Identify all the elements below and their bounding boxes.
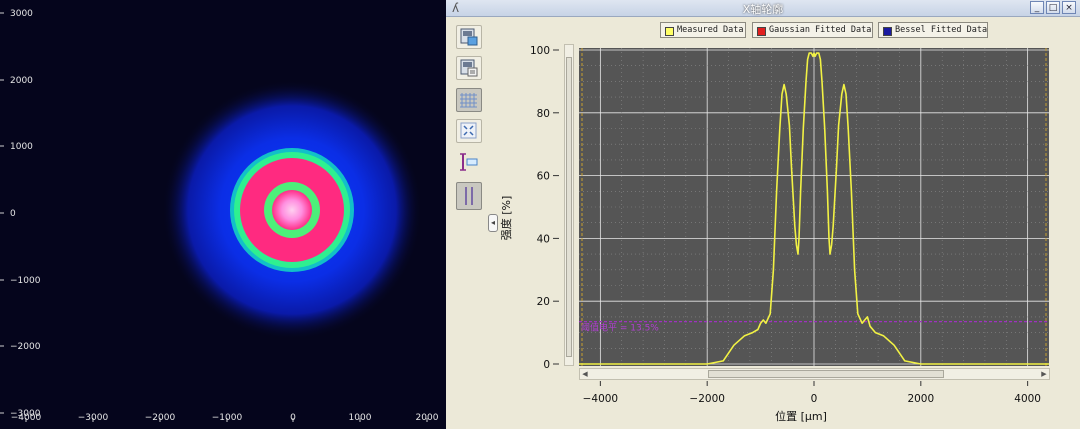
threshold-line-group: 阈值电平 = 13.5% <box>579 321 1049 334</box>
collapse-panel-button[interactable]: ◂ <box>488 214 498 232</box>
vertical-scroll-thumb[interactable] <box>566 57 572 357</box>
beam-x-tick-label: −1000 <box>212 413 243 423</box>
beam-y-tick-label: 1000 <box>10 142 33 152</box>
legend-label: Gaussian Fitted Data <box>769 25 872 35</box>
y-axis-label: 强度 [%] <box>499 196 513 241</box>
dual-cursor-button[interactable] <box>456 182 482 210</box>
beam-x-tick-label: −4000 <box>11 413 42 423</box>
cursor-marker-button[interactable] <box>456 150 482 174</box>
horizontal-scrollbar[interactable]: ◀ ▶ <box>579 368 1050 380</box>
chart-grid <box>579 48 1049 366</box>
x-tick-label: −4000 <box>583 393 619 405</box>
beam-x-tick-label: −2000 <box>145 413 176 423</box>
x-tick-label: 4000 <box>1014 393 1041 405</box>
x-tick-label: 0 <box>811 393 818 405</box>
maximize-button[interactable]: □ <box>1046 1 1060 14</box>
window-title: X轴轮廓 <box>742 3 784 16</box>
vertical-scrollbar[interactable] <box>564 44 574 366</box>
export-data-icon <box>460 59 478 77</box>
x-tick-label: −2000 <box>689 393 725 405</box>
minimize-button[interactable]: _ <box>1030 1 1044 14</box>
fit-view-button[interactable] <box>456 119 482 143</box>
threshold-label: 阈值电平 = 13.5% <box>581 322 659 334</box>
dual-cursor-icon <box>465 187 473 205</box>
legend-measured-data[interactable]: Measured Data <box>660 22 746 38</box>
y-tick-label: 80 <box>537 108 550 120</box>
grid-toggle-button[interactable] <box>456 88 482 112</box>
fit-view-icon <box>460 122 477 139</box>
chart-ticks: −4000 −2000 0 2000 4000 0 20 40 60 80 100 <box>530 45 1041 405</box>
y-tick-label: 0 <box>543 359 550 371</box>
y-tick-label: 60 <box>537 171 550 183</box>
horizontal-scroll-thumb[interactable] <box>708 370 944 378</box>
legend-swatch <box>757 27 766 36</box>
x-axis-label: 位置 [μm] <box>775 409 827 423</box>
legend-label: Bessel Fitted Data <box>895 25 988 35</box>
close-button[interactable]: × <box>1062 1 1076 14</box>
beam-x-tick-label: 1000 <box>349 413 372 423</box>
legend-gaussian-fitted-data[interactable]: Gaussian Fitted Data <box>752 22 873 38</box>
beam-x-tick-label: 0 <box>290 413 296 423</box>
chart-series <box>579 52 1049 365</box>
legend-bessel-fitted-data[interactable]: Bessel Fitted Data <box>878 22 988 38</box>
legend-swatch <box>883 27 892 36</box>
y-tick-label: 100 <box>530 45 550 57</box>
grid-icon <box>460 93 477 108</box>
beam-y-tick-label: −2000 <box>10 342 41 352</box>
app-icon: ʎ <box>452 1 460 15</box>
legend-swatch <box>665 27 674 36</box>
window-titlebar[interactable]: ʎ X轴轮廓 _ □ × <box>446 0 1080 17</box>
y-tick-label: 20 <box>537 296 550 308</box>
scroll-left-arrow[interactable]: ◀ <box>582 370 588 378</box>
scroll-right-arrow[interactable]: ▶ <box>1041 370 1047 378</box>
beam-image: −4000 −3000 −2000 −1000 0 1000 200030002000100… <box>0 9 439 423</box>
legend-label: Measured Data <box>677 25 744 35</box>
beam-x-tick-label: 2000 <box>416 413 439 423</box>
measured-data-line <box>579 52 1049 365</box>
beam-y-tick-label: −3000 <box>10 409 41 419</box>
save-image-button[interactable] <box>456 25 482 49</box>
beam-x-tick-label: −3000 <box>78 413 109 423</box>
beam-core <box>272 190 312 230</box>
beam-y-tick-label: −1000 <box>10 276 41 286</box>
cursor-marker-icon <box>460 153 478 171</box>
x-profile-window: ʎ X轴轮廓 _ □ × <box>446 0 1080 429</box>
beam-y-tick-label: 0 <box>10 209 16 219</box>
x-tick-label: 2000 <box>907 393 934 405</box>
x-profile-chart: −4000 −2000 0 2000 4000 0 20 40 60 80 100 阈值电平 = 1… <box>499 45 1049 423</box>
y-tick-label: 40 <box>537 233 550 245</box>
plot-area <box>579 48 1049 366</box>
export-data-button[interactable] <box>456 56 482 80</box>
beam-y-tick-label: 2000 <box>10 76 33 86</box>
beam-y-tick-label: 3000 <box>10 9 33 19</box>
beam-axes: −4000 −3000 −2000 −1000 0 1000 200030002000100… <box>0 9 439 423</box>
beam-image-panel: −4000 −3000 −2000 −1000 0 1000 2000 3000 2000 100… <box>0 0 446 429</box>
save-image-icon <box>460 28 478 46</box>
